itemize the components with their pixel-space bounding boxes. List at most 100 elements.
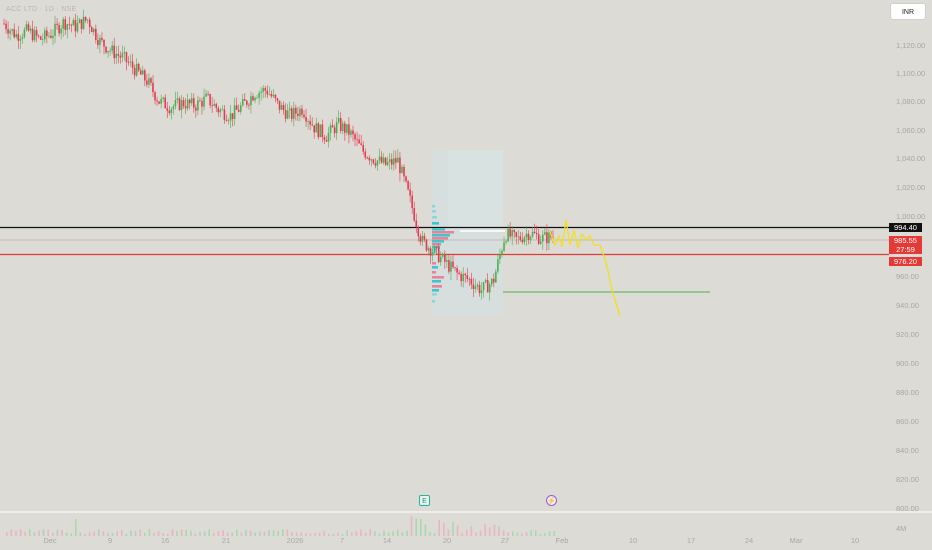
candle-body xyxy=(409,189,411,196)
candle-body xyxy=(362,144,364,152)
volume-bar xyxy=(470,526,473,536)
candle-body xyxy=(317,123,320,138)
candle-body xyxy=(548,232,550,244)
candle-body xyxy=(137,63,140,71)
volume-bar xyxy=(507,532,509,536)
price-axis[interactable]: 1,120.00 1,100.00 1,080.00 1,060.00 1,040.00… xyxy=(896,41,925,513)
candle-body xyxy=(88,19,91,28)
candle-body xyxy=(215,103,218,109)
candle-body xyxy=(35,30,38,36)
volume-bar xyxy=(231,532,233,536)
volume-bar xyxy=(553,530,555,536)
candle-body xyxy=(90,27,93,33)
volume-bar xyxy=(217,530,220,536)
candle-body xyxy=(176,98,179,100)
volume-bar xyxy=(493,524,496,536)
volume-bar xyxy=(351,532,353,536)
candle-body xyxy=(407,181,409,190)
price-tick-label: 1,000.00 xyxy=(896,212,925,221)
candle-body xyxy=(148,78,150,85)
volume-bar xyxy=(272,530,275,536)
volume-bar xyxy=(47,529,49,536)
candle-body xyxy=(180,100,183,111)
candle-body xyxy=(248,104,250,106)
candle-body xyxy=(46,30,48,37)
volume-profile-row xyxy=(432,300,435,303)
time-tick-label: 21 xyxy=(222,536,230,545)
candle-body xyxy=(127,62,130,63)
candle-body xyxy=(150,78,152,83)
volume-profile-row xyxy=(432,285,442,288)
volume-profile-row xyxy=(432,243,441,246)
candle-body xyxy=(119,55,122,58)
price-tick-label: 820.00 xyxy=(896,475,919,484)
volume-bar xyxy=(263,531,266,536)
time-tick-label: 2026 xyxy=(287,536,304,545)
price-tick-label: 880.00 xyxy=(896,388,919,397)
volume-bar xyxy=(38,530,40,536)
candle-body xyxy=(384,157,387,165)
currency-button[interactable]: INR xyxy=(890,3,926,20)
volume-bar xyxy=(420,519,422,536)
candle-body xyxy=(537,234,540,244)
volume-bar xyxy=(378,533,381,536)
symbol-title[interactable]: ACC LTD · 1D · NSE xyxy=(6,6,77,13)
candlestick-series xyxy=(3,9,554,301)
candle-body xyxy=(254,97,256,101)
volume-bar xyxy=(535,530,537,536)
volume-bar xyxy=(6,532,8,536)
candle-body xyxy=(403,166,405,177)
volume-bar xyxy=(300,532,302,536)
candle-body xyxy=(421,235,424,242)
candle-body xyxy=(129,61,132,63)
candle-body xyxy=(488,284,491,293)
candle-body xyxy=(264,88,267,91)
time-tick-label: 10 xyxy=(629,536,637,545)
earnings-event-icon[interactable]: E xyxy=(419,495,430,506)
price-tick-label: 1,060.00 xyxy=(896,126,925,135)
candle-body xyxy=(441,253,444,257)
time-axis[interactable]: Dec 9 16 21 2026 7 14 20 27 Feb 10 17 24 Mar 10 xyxy=(43,536,859,545)
candle-body xyxy=(152,82,154,93)
candle-body xyxy=(368,157,371,161)
candle-body xyxy=(225,119,228,121)
volume-bar xyxy=(176,530,178,536)
candle-body xyxy=(517,236,520,238)
volume-bar xyxy=(111,533,114,536)
candle-body xyxy=(105,46,107,53)
candle-body xyxy=(168,110,171,114)
volume-bar xyxy=(475,532,477,536)
volume-profile-row xyxy=(432,216,437,219)
candle-body xyxy=(348,124,350,135)
candle-body xyxy=(170,109,173,114)
volume-bar xyxy=(236,529,238,536)
time-tick-label: 14 xyxy=(383,536,391,545)
candle-body xyxy=(23,29,26,38)
volume-bar xyxy=(516,532,519,536)
candle-body xyxy=(462,273,465,282)
volume-bar xyxy=(328,533,330,536)
candle-body xyxy=(115,53,118,59)
candle-body xyxy=(195,107,197,111)
volume-profile-row xyxy=(432,262,436,265)
candle-body xyxy=(417,227,420,237)
candle-body xyxy=(378,156,381,161)
candle-body xyxy=(256,97,258,99)
candle-body xyxy=(111,45,113,51)
price-tick-label: 1,040.00 xyxy=(896,154,925,163)
candle-body xyxy=(523,237,526,243)
projection-path[interactable] xyxy=(549,219,621,317)
candle-body xyxy=(319,124,322,138)
candle-body xyxy=(278,100,281,110)
volume-bar xyxy=(15,530,17,536)
volume-bar xyxy=(498,526,500,536)
candle-body xyxy=(303,114,305,118)
candle-body xyxy=(327,132,330,142)
candle-body xyxy=(472,284,475,290)
time-tick-label: 24 xyxy=(745,536,753,545)
volume-bar xyxy=(401,532,404,536)
dividend-event-icon[interactable]: ⚡ xyxy=(546,495,557,506)
price-tick-label: 860.00 xyxy=(896,417,919,426)
candle-body xyxy=(199,100,201,102)
